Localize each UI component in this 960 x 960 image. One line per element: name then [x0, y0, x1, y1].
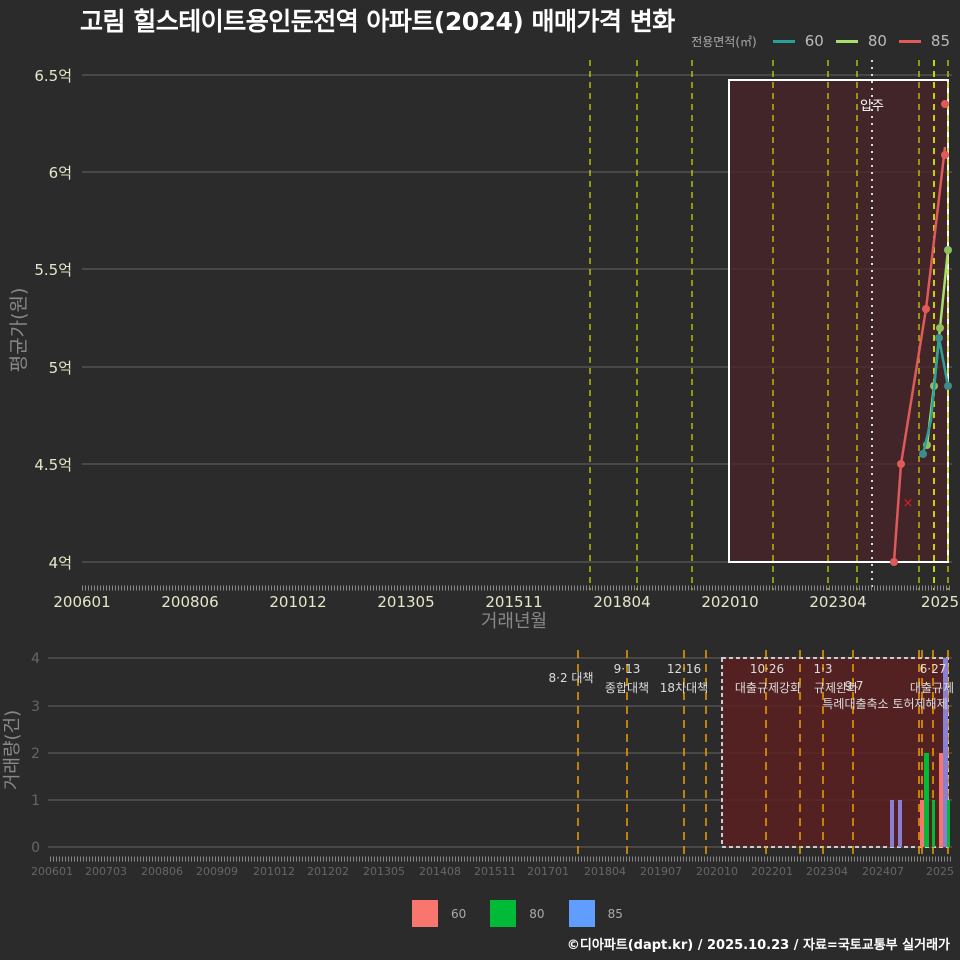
legend-top: 전용면적(㎡) 60 80 85 [691, 32, 950, 50]
highlight-region [728, 79, 949, 563]
svg-text:201202: 201202 [307, 865, 349, 878]
svg-text:200909: 200909 [196, 865, 238, 878]
legend-swatch-60 [772, 39, 795, 43]
svg-text:200806: 200806 [161, 593, 218, 611]
svg-text:200601: 200601 [53, 593, 110, 611]
svg-text:201012: 201012 [269, 593, 326, 611]
svg-text:200703: 200703 [85, 865, 127, 878]
ytick: 6.5억 [34, 67, 72, 85]
svg-text:종합대책: 종합대책 [605, 680, 649, 695]
svg-text:1·3: 1·3 [813, 662, 832, 676]
volume-chart: 8·2 대책 9·13 종합대책 12·16 18차대책 10·26 대출규제강… [2, 650, 954, 878]
legend-bottom-85: 85 [607, 906, 623, 921]
svg-text:201305: 201305 [363, 865, 405, 878]
svg-text:×: × [903, 496, 914, 511]
svg-text:202304: 202304 [809, 593, 866, 611]
legend-bottom-80: 80 [529, 906, 545, 921]
price-chart: 입주 × 6.5억 6억 5.5억 5억 4.5억 4억 평균가(원) 2006… [8, 60, 959, 632]
svg-text:4: 4 [31, 651, 40, 667]
legend-bottom: 60 80 85 [412, 900, 647, 927]
svg-text:2025: 2025 [926, 865, 954, 878]
svg-text:200601: 200601 [31, 865, 73, 878]
svg-text:18차대책: 18차대책 [660, 680, 708, 695]
svg-text:특례대출축소 토허제해제: 특례대출축소 토허제해제 [822, 697, 947, 711]
svg-text:200806: 200806 [141, 865, 183, 878]
svg-text:201907: 201907 [640, 865, 682, 878]
svg-text:202201: 202201 [751, 865, 793, 878]
legend-swatch-80 [835, 39, 858, 43]
volume-highlight [721, 657, 949, 848]
legend-label: 전용면적(㎡) [691, 34, 757, 49]
move-in-label: 입주 [860, 99, 884, 114]
legend-box-60 [412, 900, 438, 927]
svg-text:201408: 201408 [419, 865, 461, 878]
svg-text:9·13: 9·13 [614, 662, 641, 676]
chart-title: 고림 힐스테이트용인둔전역 아파트(2024) 매매가격 변화 [80, 7, 675, 36]
legend-bottom-60: 60 [451, 906, 467, 921]
svg-text:201804: 201804 [593, 593, 650, 611]
legend-value-80: 80 [867, 32, 887, 50]
svg-text:202010: 202010 [696, 865, 738, 878]
svg-text:202010: 202010 [701, 593, 758, 611]
svg-text:9·7: 9·7 [844, 679, 863, 693]
svg-text:0: 0 [31, 840, 40, 856]
svg-text:201701: 201701 [527, 865, 569, 878]
legend-box-80 [490, 900, 517, 927]
footer-credit: ©디아파트(dapt.kr) / 2025.10.23 / 자료=국토교통부 실… [566, 938, 950, 953]
svg-text:202304: 202304 [806, 865, 848, 878]
svg-text:대출규제: 대출규제 [910, 681, 954, 695]
svg-text:1: 1 [31, 793, 40, 809]
svg-text:201511: 201511 [485, 593, 542, 611]
svg-text:6억: 6억 [49, 164, 72, 182]
legend-value-60: 60 [804, 32, 824, 50]
svg-text:거래량(건): 거래량(건) [2, 710, 23, 790]
svg-text:201804: 201804 [584, 865, 626, 878]
svg-text:201305: 201305 [377, 593, 434, 611]
svg-text:대출규제강화: 대출규제강화 [735, 681, 801, 695]
svg-text:4억: 4억 [49, 554, 72, 572]
legend-value-85: 85 [930, 32, 950, 50]
svg-text:4.5억: 4.5억 [34, 456, 72, 474]
svg-text:5.5억: 5.5억 [34, 261, 72, 279]
svg-text:5억: 5억 [49, 359, 72, 377]
svg-text:평균가(원): 평균가(원) [8, 288, 30, 373]
svg-text:10·26: 10·26 [750, 662, 784, 676]
svg-text:3: 3 [31, 699, 40, 715]
svg-text:201511: 201511 [474, 865, 516, 878]
svg-text:2: 2 [31, 746, 40, 762]
legend-box-85 [568, 900, 595, 927]
svg-text:202407: 202407 [862, 865, 904, 878]
svg-text:12·16: 12·16 [667, 662, 701, 676]
svg-text:규제완화: 규제완화 [814, 681, 858, 695]
svg-text:거래년월: 거래년월 [481, 611, 547, 632]
svg-text:8·2 대책: 8·2 대책 [549, 670, 594, 685]
svg-text:201012: 201012 [253, 865, 295, 878]
legend-swatch-85 [898, 39, 921, 43]
svg-text:6·27: 6·27 [920, 662, 947, 676]
svg-text:2025: 2025 [921, 593, 959, 611]
